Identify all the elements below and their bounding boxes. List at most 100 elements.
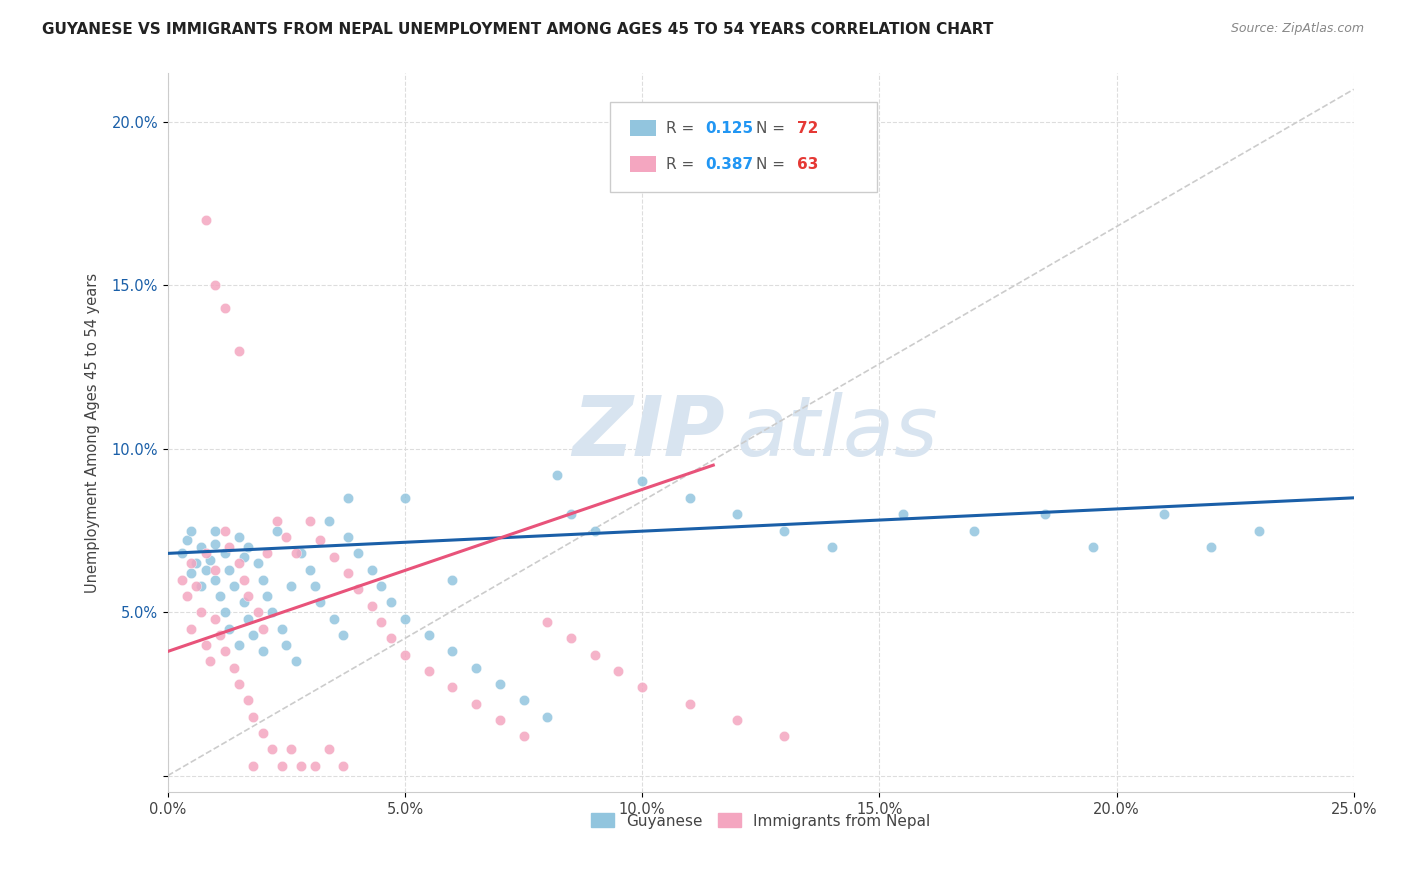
Point <box>246 605 269 619</box>
Point <box>218 563 240 577</box>
Point <box>238 540 260 554</box>
Point <box>1081 540 1104 554</box>
Point <box>252 573 274 587</box>
Point <box>252 622 274 636</box>
Point <box>176 589 198 603</box>
Point <box>208 589 231 603</box>
Point <box>1201 540 1223 554</box>
Point <box>346 546 368 560</box>
Point <box>318 514 340 528</box>
Point <box>242 759 264 773</box>
Point <box>232 573 254 587</box>
Point <box>441 681 464 695</box>
Point <box>560 507 582 521</box>
Point <box>218 540 240 554</box>
Point <box>204 573 226 587</box>
Point <box>170 573 193 587</box>
Point <box>678 697 700 711</box>
Point <box>304 579 326 593</box>
Point <box>180 556 202 570</box>
Point <box>370 615 392 629</box>
Point <box>242 628 264 642</box>
Text: 72: 72 <box>797 120 818 136</box>
Point <box>276 530 298 544</box>
Point <box>228 343 250 358</box>
Point <box>180 566 202 580</box>
Point <box>1153 507 1175 521</box>
FancyBboxPatch shape <box>610 102 877 192</box>
Point <box>394 648 416 662</box>
Point <box>1247 524 1270 538</box>
Point <box>284 654 307 668</box>
Point <box>488 713 510 727</box>
Point <box>280 742 302 756</box>
Point <box>232 549 254 564</box>
Text: N =: N = <box>756 157 790 172</box>
Point <box>204 563 226 577</box>
Point <box>678 491 700 505</box>
Point <box>725 507 748 521</box>
Point <box>176 533 198 548</box>
Point <box>190 540 212 554</box>
Point <box>262 605 284 619</box>
Point <box>536 710 558 724</box>
Point <box>228 638 250 652</box>
Point <box>607 664 630 678</box>
Point <box>194 546 217 560</box>
Point <box>394 491 416 505</box>
Text: R =: R = <box>666 120 699 136</box>
Point <box>194 638 217 652</box>
Point <box>773 524 796 538</box>
Point <box>512 693 534 707</box>
Point <box>214 301 236 316</box>
Point <box>270 622 292 636</box>
Point <box>186 556 208 570</box>
Point <box>200 654 222 668</box>
Point <box>214 524 236 538</box>
Point <box>186 579 208 593</box>
Point <box>963 524 986 538</box>
Text: GUYANESE VS IMMIGRANTS FROM NEPAL UNEMPLOYMENT AMONG AGES 45 TO 54 YEARS CORRELA: GUYANESE VS IMMIGRANTS FROM NEPAL UNEMPL… <box>42 22 994 37</box>
Text: Source: ZipAtlas.com: Source: ZipAtlas.com <box>1230 22 1364 36</box>
Point <box>465 697 488 711</box>
Point <box>465 661 488 675</box>
Point <box>276 638 298 652</box>
Point <box>418 628 440 642</box>
Point <box>204 612 226 626</box>
Point <box>773 730 796 744</box>
Point <box>238 612 260 626</box>
Point <box>224 661 246 675</box>
Point <box>204 536 226 550</box>
Point <box>441 573 464 587</box>
Point <box>270 759 292 773</box>
Point <box>242 710 264 724</box>
Point <box>299 563 322 577</box>
Point <box>360 563 382 577</box>
Point <box>394 612 416 626</box>
Point <box>631 475 654 489</box>
Point <box>337 530 360 544</box>
Point <box>308 533 330 548</box>
Point <box>290 546 312 560</box>
Point <box>891 507 914 521</box>
Point <box>418 664 440 678</box>
Text: 0.387: 0.387 <box>704 157 754 172</box>
Point <box>290 759 312 773</box>
Point <box>322 549 344 564</box>
Point <box>332 628 354 642</box>
Point <box>246 556 269 570</box>
Point <box>238 589 260 603</box>
Point <box>218 622 240 636</box>
Point <box>252 644 274 658</box>
Point <box>224 579 246 593</box>
Point <box>322 612 344 626</box>
Point <box>380 632 402 646</box>
Point <box>204 278 226 293</box>
Point <box>337 566 360 580</box>
Point <box>208 628 231 642</box>
Point <box>546 467 568 482</box>
Point <box>304 759 326 773</box>
Point <box>204 524 226 538</box>
Point <box>380 595 402 609</box>
Point <box>214 546 236 560</box>
